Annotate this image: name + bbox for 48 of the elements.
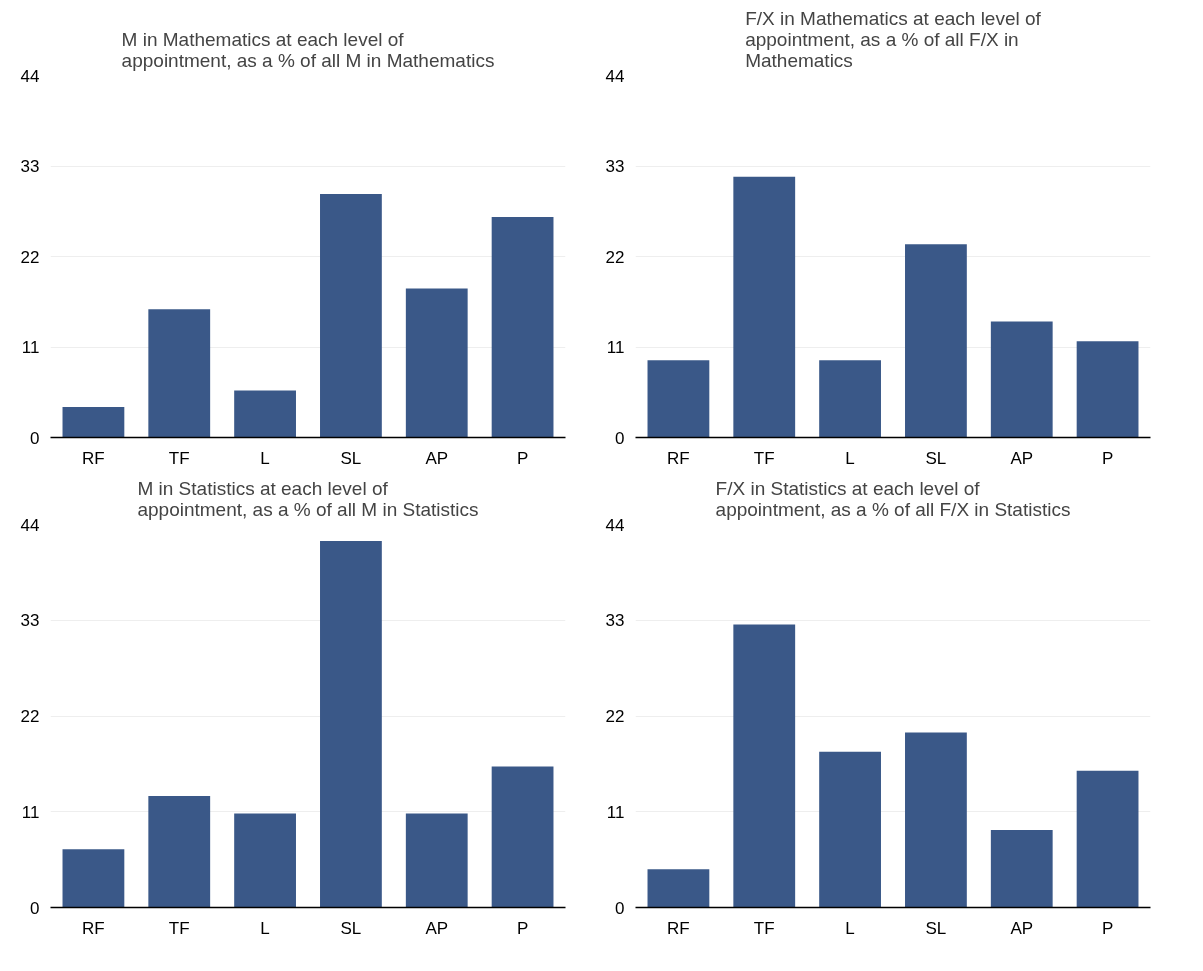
y-tick-label: 0: [615, 898, 625, 918]
x-tick-label: SL: [925, 448, 947, 468]
x-tick-label: L: [260, 448, 270, 468]
x-tick-label: RF: [667, 918, 690, 938]
y-tick-label: 22: [605, 247, 625, 267]
x-tick-label: P: [516, 918, 529, 938]
y-tick-label: 11: [21, 338, 40, 357]
y-tick-label: 11: [606, 802, 625, 822]
y-tick-label: 44: [605, 66, 625, 86]
y-tick-label: 44: [20, 66, 40, 86]
x-tick-label: TF: [753, 918, 775, 938]
x-tick-label: RF: [82, 448, 105, 468]
y-tick-label: 33: [605, 611, 625, 631]
y-tick-label: 0: [30, 428, 40, 448]
y-tick-label: 44: [605, 515, 625, 535]
x-tick-label: P: [1101, 448, 1114, 468]
y-tick-label: 11: [21, 802, 40, 822]
x-tick-label: TF: [753, 448, 775, 468]
x-tick-label: L: [845, 918, 855, 938]
x-tick-label: AP: [1010, 448, 1034, 468]
x-tick-label: AP: [425, 918, 449, 938]
x-tick-label: RF: [667, 448, 690, 468]
x-tick-label: P: [516, 448, 529, 468]
x-tick-label: P: [1101, 918, 1114, 938]
x-tick-label: L: [845, 448, 855, 468]
y-tick-label: 0: [615, 428, 625, 448]
y-tick-label: 22: [605, 707, 625, 726]
x-tick-label: AP: [1010, 918, 1034, 938]
x-tick-label: TF: [168, 918, 190, 938]
x-tick-label: SL: [340, 448, 362, 468]
y-tick-label: 33: [20, 157, 40, 176]
x-tick-label: RF: [82, 918, 105, 938]
y-tick-label: 0: [30, 898, 40, 918]
y-tick-label: 44: [20, 515, 40, 535]
chart-title: M in Statistics at each level of appointment, as a % of all M in Statistics: [137, 477, 479, 520]
x-tick-label: AP: [425, 448, 449, 468]
chart-title: M in Mathematics at each level of appointment, as a % of all M in Mathematics: [121, 28, 495, 71]
x-tick-label: L: [260, 918, 270, 938]
x-tick-label: SL: [340, 918, 362, 938]
x-tick-label: TF: [168, 448, 190, 468]
y-tick-label: 33: [20, 611, 40, 631]
y-tick-label: 22: [20, 247, 40, 267]
y-tick-label: 22: [20, 707, 40, 726]
x-tick-label: SL: [925, 918, 947, 938]
y-tick-label: 11: [606, 338, 625, 357]
y-tick-label: 33: [605, 157, 625, 176]
chart-title: F/X in Mathematics at each level of appointment, as a % of all F/X in Mathematics: [745, 7, 1042, 71]
chart-title: F/X in Statistics at each level of appointment, as a % of all F/X in Statistics: [715, 477, 1071, 520]
